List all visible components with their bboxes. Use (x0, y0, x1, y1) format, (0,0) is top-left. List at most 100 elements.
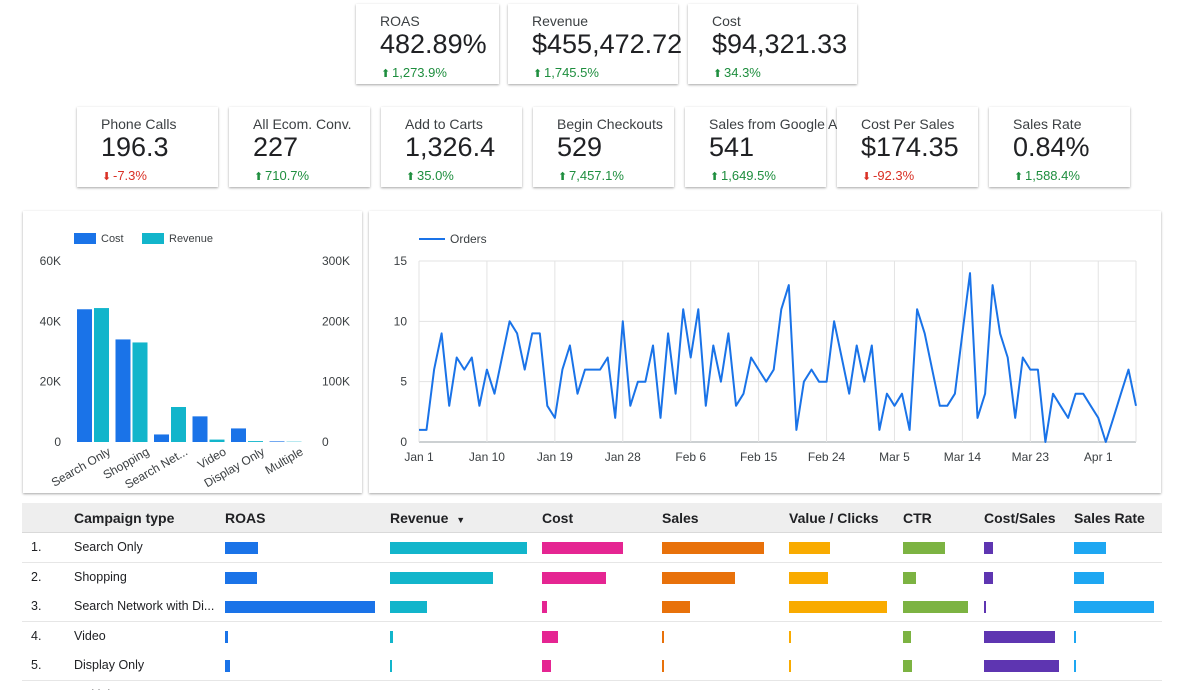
kpi-card-cost-per-sales: Cost Per Sales $174.35 ⬇ -92.3% (837, 107, 978, 187)
arrow-up-icon: ⬆ (381, 68, 391, 80)
cell-bar (1074, 571, 1105, 584)
bar-cost (115, 339, 131, 442)
y-tick-label: 0 (400, 435, 407, 449)
line-chart: Orders 0 5 10 15 Jan 1 Jan 10 Jan 19 Jan 28 Feb 6… (394, 232, 1137, 464)
table-row[interactable]: 5. Display Only (22, 651, 1162, 681)
x-tick-label: Jan 28 (605, 450, 641, 464)
kpi-delta: ⬆ 1,588.4% (1014, 168, 1080, 183)
kpi-value: $455,472.72 (532, 29, 683, 59)
row-index: 4. (31, 628, 42, 643)
table-header: Campaign type ROAS Revenue ▼ Cost Sales … (22, 503, 1162, 533)
col-roas[interactable]: ROAS (225, 510, 266, 526)
kpi-value: 541 (709, 132, 755, 162)
x-tick-label: Multiple (263, 444, 306, 477)
kpi-delta: ⬆ 7,457.1% (558, 168, 624, 183)
kpi-delta: ⬆ 1,273.9% (381, 65, 447, 80)
bar-revenue (94, 308, 109, 442)
col-revenue[interactable]: Revenue ▼ (390, 510, 466, 526)
kpi-label: ROAS (380, 13, 420, 29)
kpi-label: Sales Rate (1013, 116, 1082, 132)
y-right-tick-label: 0 (322, 435, 329, 449)
kpi-label: Revenue (532, 13, 589, 29)
bar-cost (77, 309, 92, 442)
cell-bar (1074, 630, 1076, 643)
col-sales-rate[interactable]: Sales Rate (1074, 510, 1145, 526)
y-right-tick-label: 200K (322, 314, 350, 328)
legend-label: Revenue (169, 233, 213, 245)
table-row[interactable]: 4. Video (22, 621, 1162, 652)
kpi-value: $94,321.33 (712, 29, 848, 59)
y-left-tick-label: 60K (40, 254, 61, 268)
col-campaign-type[interactable]: Campaign type (74, 510, 175, 526)
kpi-value: $174.35 (861, 132, 959, 162)
campaign-name: Search Network with Di... (74, 599, 215, 613)
cell-bar (789, 630, 791, 643)
kpi-card-all-ecom-conv: All Ecom. Conv. 227 ⬆ 710.7% (229, 107, 370, 187)
cell-bar (390, 542, 527, 554)
x-tick-label: Mar 14 (944, 450, 982, 464)
kpi-value: 0.84% (1013, 132, 1090, 162)
col-cost-per-sales[interactable]: Cost/Sales (984, 510, 1056, 526)
y-tick-label: 5 (400, 375, 407, 389)
cell-bar (1074, 660, 1076, 672)
campaign-name: Display Only (74, 658, 145, 672)
sort-desc-icon: ▼ (456, 515, 466, 525)
legend-swatch-cost (74, 233, 96, 244)
table-row[interactable]: 1. Search Only (22, 533, 1162, 563)
arrow-up-icon: ⬆ (533, 68, 543, 80)
campaign-name: Shopping (74, 569, 127, 584)
bar-cost (231, 428, 246, 442)
kpi-delta: ⬇ -7.3% (102, 168, 147, 183)
kpi-label: Begin Checkouts (557, 116, 663, 132)
kpi-card-sales-rate: Sales Rate 0.84% ⬆ 1,588.4% (989, 107, 1130, 187)
cell-bar (984, 601, 987, 613)
bar-revenue (209, 439, 225, 442)
cell-bar (662, 601, 690, 613)
kpi-card-roas: ROAS 482.89% ⬆ 1,273.9% (356, 4, 499, 84)
series-line-orders (419, 272, 1137, 443)
arrow-down-icon: ⬇ (862, 171, 872, 183)
col-ctr[interactable]: CTR (903, 510, 932, 526)
cell-bar (662, 630, 665, 643)
row-index: 2. (31, 569, 42, 584)
kpi-card-sales-from-google-ads: Sales from Google Ads 541 ⬆ 1,649.5% (685, 107, 852, 187)
kpi-delta: ⬆ 1,745.5% (533, 65, 599, 80)
kpi-label: Phone Calls (101, 116, 177, 132)
table-row[interactable]: 2. Shopping (22, 562, 1162, 593)
cell-bar (984, 571, 993, 584)
cell-bar (789, 542, 831, 554)
arrow-down-icon: ⬇ (102, 171, 112, 183)
kpi-value: 227 (253, 132, 299, 162)
cell-bar (542, 571, 607, 584)
line-chart-card: Orders 0 5 10 15 Jan 1 Jan 10 Jan 19 Jan 28 Feb 6… (369, 211, 1161, 493)
kpi-label: Cost Per Sales (861, 116, 955, 132)
campaign-name: Search Only (74, 540, 143, 554)
cell-bar (542, 542, 624, 554)
cell-bar (225, 571, 257, 584)
col-sales[interactable]: Sales (662, 510, 699, 526)
bar-cost (154, 434, 169, 442)
cell-bar (390, 660, 392, 672)
x-tick-label: Mar 5 (879, 450, 910, 464)
col-cost[interactable]: Cost (542, 510, 574, 526)
table-row[interactable]: 6. Multiple (22, 680, 1162, 690)
y-tick-label: 15 (394, 254, 408, 268)
row-index: 6. (31, 688, 41, 690)
arrow-up-icon: ⬆ (1014, 171, 1024, 183)
y-left-tick-label: 40K (40, 314, 61, 328)
legend-label: Cost (101, 233, 124, 245)
cell-bar (225, 601, 375, 613)
x-tick-label: Apr 1 (1084, 450, 1113, 464)
table-row[interactable]: 3. Search Network with Di... (22, 592, 1162, 622)
kpi-card-cost: Cost $94,321.33 ⬆ 34.3% (688, 4, 857, 84)
x-tick-label: Mar 23 (1012, 450, 1050, 464)
row-index: 5. (31, 658, 42, 672)
cell-bar (390, 571, 493, 584)
cell-bar (542, 630, 558, 643)
kpi-label: Add to Carts (405, 116, 483, 132)
y-tick-label: 10 (394, 314, 408, 328)
col-value-per-clicks[interactable]: Value / Clicks (789, 510, 879, 526)
kpi-delta: ⬇ -92.3% (862, 168, 915, 183)
bar-revenue (248, 441, 263, 442)
kpi-label: All Ecom. Conv. (253, 116, 352, 132)
